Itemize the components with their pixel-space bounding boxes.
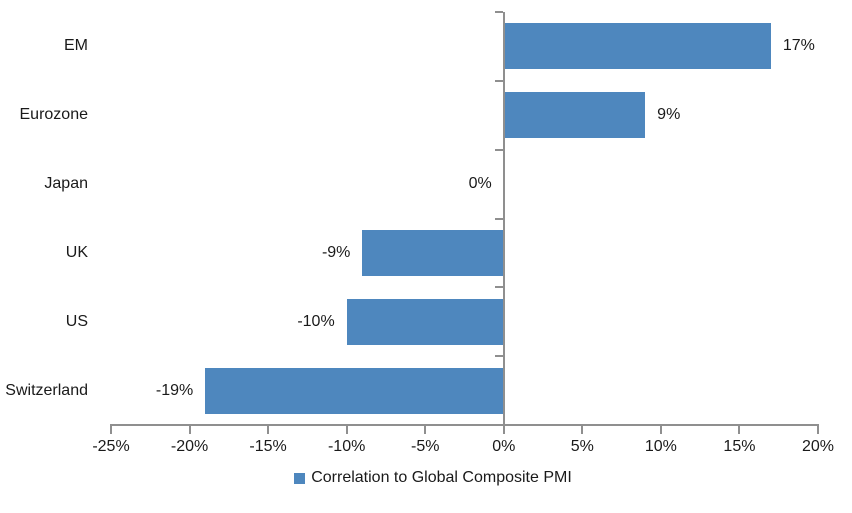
x-tick-label: 15%	[723, 438, 756, 455]
bar-uk	[362, 229, 504, 276]
category-label: UK	[65, 243, 88, 261]
bar-em	[503, 23, 771, 70]
x-axis-tick	[817, 426, 819, 434]
x-axis-tick	[738, 426, 741, 434]
category-label: Switzerland	[5, 381, 88, 399]
x-tick-label: 10%	[644, 438, 677, 455]
legend-marker-icon	[294, 472, 306, 484]
value-label: 9%	[657, 106, 681, 124]
legend: Correlation to Global Composite PMI	[7, 468, 852, 488]
value-axis-line	[110, 424, 819, 426]
category-tick	[494, 79, 503, 82]
x-axis-tick	[424, 426, 427, 434]
bar-us	[346, 298, 504, 345]
value-label: 17%	[782, 37, 815, 55]
bar-eurozone	[503, 92, 646, 139]
category-tick	[494, 11, 503, 13]
x-axis-tick	[502, 426, 505, 434]
x-tick-label: 0%	[492, 438, 516, 455]
x-tick-label: -10%	[327, 438, 366, 455]
x-axis-tick	[267, 426, 270, 434]
x-tick-label: 20%	[801, 438, 835, 455]
value-label: 0%	[468, 175, 492, 193]
bar-switzerland	[205, 367, 504, 414]
x-tick-label: -25%	[92, 438, 130, 455]
value-label: -9%	[321, 243, 351, 261]
x-tick-label: -20%	[170, 438, 209, 455]
value-label: -19%	[155, 381, 194, 399]
x-axis-tick	[659, 426, 662, 434]
x-tick-label: 5%	[570, 438, 594, 455]
category-tick	[494, 217, 503, 220]
value-label: -10%	[297, 312, 335, 330]
x-tick-label: -15%	[249, 438, 287, 455]
category-axis-line	[502, 12, 505, 425]
x-axis-tick	[345, 426, 348, 434]
category-label: Japan	[44, 175, 88, 193]
category-label: EM	[64, 37, 88, 55]
category-label: US	[65, 312, 88, 330]
x-tick-label: -5%	[410, 438, 440, 455]
legend-label: Correlation to Global Composite PMI	[311, 469, 572, 486]
category-label: Eurozone	[19, 106, 89, 124]
x-axis-tick	[188, 426, 191, 434]
x-axis-tick	[581, 426, 584, 434]
category-tick	[494, 355, 503, 358]
category-tick	[494, 286, 503, 289]
category-tick	[494, 148, 503, 151]
x-axis-tick	[110, 426, 112, 434]
